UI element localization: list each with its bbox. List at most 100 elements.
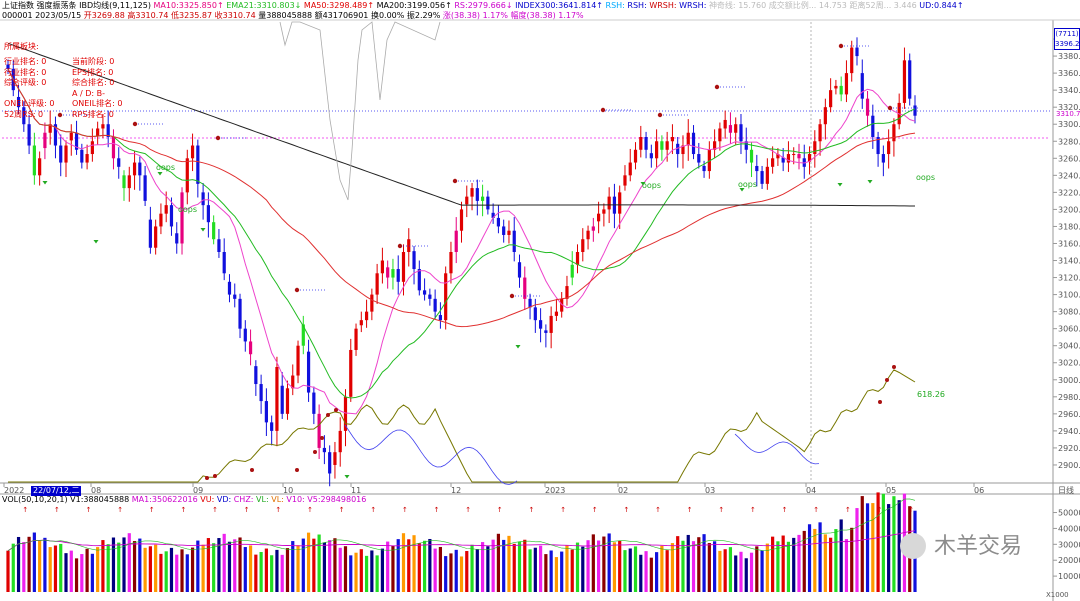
candle-body xyxy=(433,298,437,312)
candle-body xyxy=(660,141,664,150)
volume-bar xyxy=(755,546,759,592)
volume-bar xyxy=(686,534,690,592)
price-tick-label: 3240.0 xyxy=(1058,171,1080,180)
volume-bar xyxy=(433,548,437,592)
price-tick-label: 3280.0 xyxy=(1058,137,1080,146)
time-axis-label: 03 xyxy=(705,486,716,495)
indicator-item: WRSH: xyxy=(679,1,709,10)
volume-bar xyxy=(138,538,142,592)
volume-arrow: ↑ xyxy=(86,506,92,514)
volume-bar xyxy=(375,555,379,592)
candle-body xyxy=(206,205,210,223)
candle-body xyxy=(422,290,427,295)
volume-bar xyxy=(206,538,210,592)
candle-body xyxy=(855,47,859,57)
volume-bar xyxy=(159,553,163,592)
candle-body xyxy=(913,105,917,116)
time-axis-label: 2023 xyxy=(545,486,566,495)
volume-bar xyxy=(897,500,901,592)
volume-bar xyxy=(270,555,274,592)
volume-bar xyxy=(117,542,121,592)
ohlc-item: 换0.00% xyxy=(370,11,407,20)
oops-label: oops xyxy=(642,181,662,190)
volume-bar xyxy=(528,549,532,592)
volume-bar xyxy=(80,554,84,592)
candle-body xyxy=(196,145,200,184)
volume-bar xyxy=(823,534,827,592)
candle-body xyxy=(760,171,764,184)
volume-tick-label: 500000 xyxy=(1058,509,1080,518)
pivot-dot xyxy=(714,84,720,90)
ohlc-header-row: 000001 2023/05/15 开3269.88 高3310.74 低323… xyxy=(2,11,584,21)
volume-bar xyxy=(565,545,569,592)
ohlc-item: 1.17% xyxy=(482,11,511,20)
candle-body xyxy=(607,196,611,210)
time-axis-label: 2022 xyxy=(4,486,25,495)
ma200-line xyxy=(7,42,915,207)
volume-bar xyxy=(665,550,669,592)
volume-header-item: VU: xyxy=(200,495,217,504)
volume-bar xyxy=(486,546,490,592)
time-axis-label: 04 xyxy=(806,486,817,495)
volume-bar xyxy=(839,519,843,592)
volume-bar xyxy=(428,538,432,592)
volume-bar xyxy=(544,554,548,592)
price-tick-label: 3180.0 xyxy=(1058,222,1080,231)
rs-dot xyxy=(334,408,338,412)
info-left-0: 行业排名: 0 xyxy=(4,57,47,66)
pivot-dot xyxy=(452,178,458,184)
price-tick-label: 3060.0 xyxy=(1058,325,1080,334)
volume-bar xyxy=(74,558,79,592)
volume-bar xyxy=(623,550,627,592)
rs-dot xyxy=(313,450,317,454)
volume-bar xyxy=(507,535,511,592)
candle-body xyxy=(201,192,205,206)
volume-bar xyxy=(681,540,685,592)
info-right-2: 综合排名: 0 xyxy=(72,78,115,87)
volume-bar xyxy=(438,546,443,592)
volume-bar xyxy=(85,548,89,592)
price-tick-label: 2960.0 xyxy=(1058,410,1080,419)
volume-tick-label: 100000 xyxy=(1058,572,1080,581)
candle-body xyxy=(749,149,754,163)
volume-bar xyxy=(649,557,653,592)
volume-bar xyxy=(301,538,305,592)
candle-body xyxy=(470,188,474,197)
candle-body xyxy=(681,145,685,155)
volume-bar xyxy=(876,492,880,592)
volume-bar xyxy=(248,545,253,592)
candle-body xyxy=(22,107,26,125)
price-tick-label: 3260.0 xyxy=(1058,154,1080,163)
oops-label: oops xyxy=(156,163,176,172)
volume-arrow: ↑ xyxy=(402,506,408,514)
candle-body xyxy=(887,141,891,155)
candle-body xyxy=(354,328,358,350)
volume-arrow: ↑ xyxy=(877,506,883,514)
candle-body xyxy=(686,132,690,146)
volume-bar xyxy=(670,543,675,592)
price-tick-label: 3120.0 xyxy=(1058,274,1080,283)
volume-bar xyxy=(43,537,47,592)
candle-body xyxy=(306,351,311,393)
volume-bar xyxy=(639,554,643,592)
candle-body xyxy=(391,269,395,278)
price-tick-label: 3360.0 xyxy=(1058,69,1080,78)
volume-bar xyxy=(333,538,337,592)
candle-body xyxy=(771,158,775,167)
volume-bar xyxy=(502,539,506,592)
info-right-4: ONEIL排名: 0 xyxy=(72,99,123,108)
candle-body xyxy=(792,154,796,156)
volume-arrow: ↑ xyxy=(623,506,629,514)
price-tick-label: 3380.0 xyxy=(1058,52,1080,61)
volume-bar xyxy=(238,537,242,592)
candle-body xyxy=(148,219,152,248)
candle-body xyxy=(96,128,100,137)
time-axis-label: 10 xyxy=(283,486,294,495)
volume-bar xyxy=(359,549,363,592)
volume-bar xyxy=(517,541,522,592)
candle-body xyxy=(6,64,10,69)
ohlc-item: 幅度(38.38) xyxy=(510,11,559,20)
candle-body xyxy=(628,162,632,176)
ohlc-item: 开3269.88 xyxy=(83,11,128,20)
